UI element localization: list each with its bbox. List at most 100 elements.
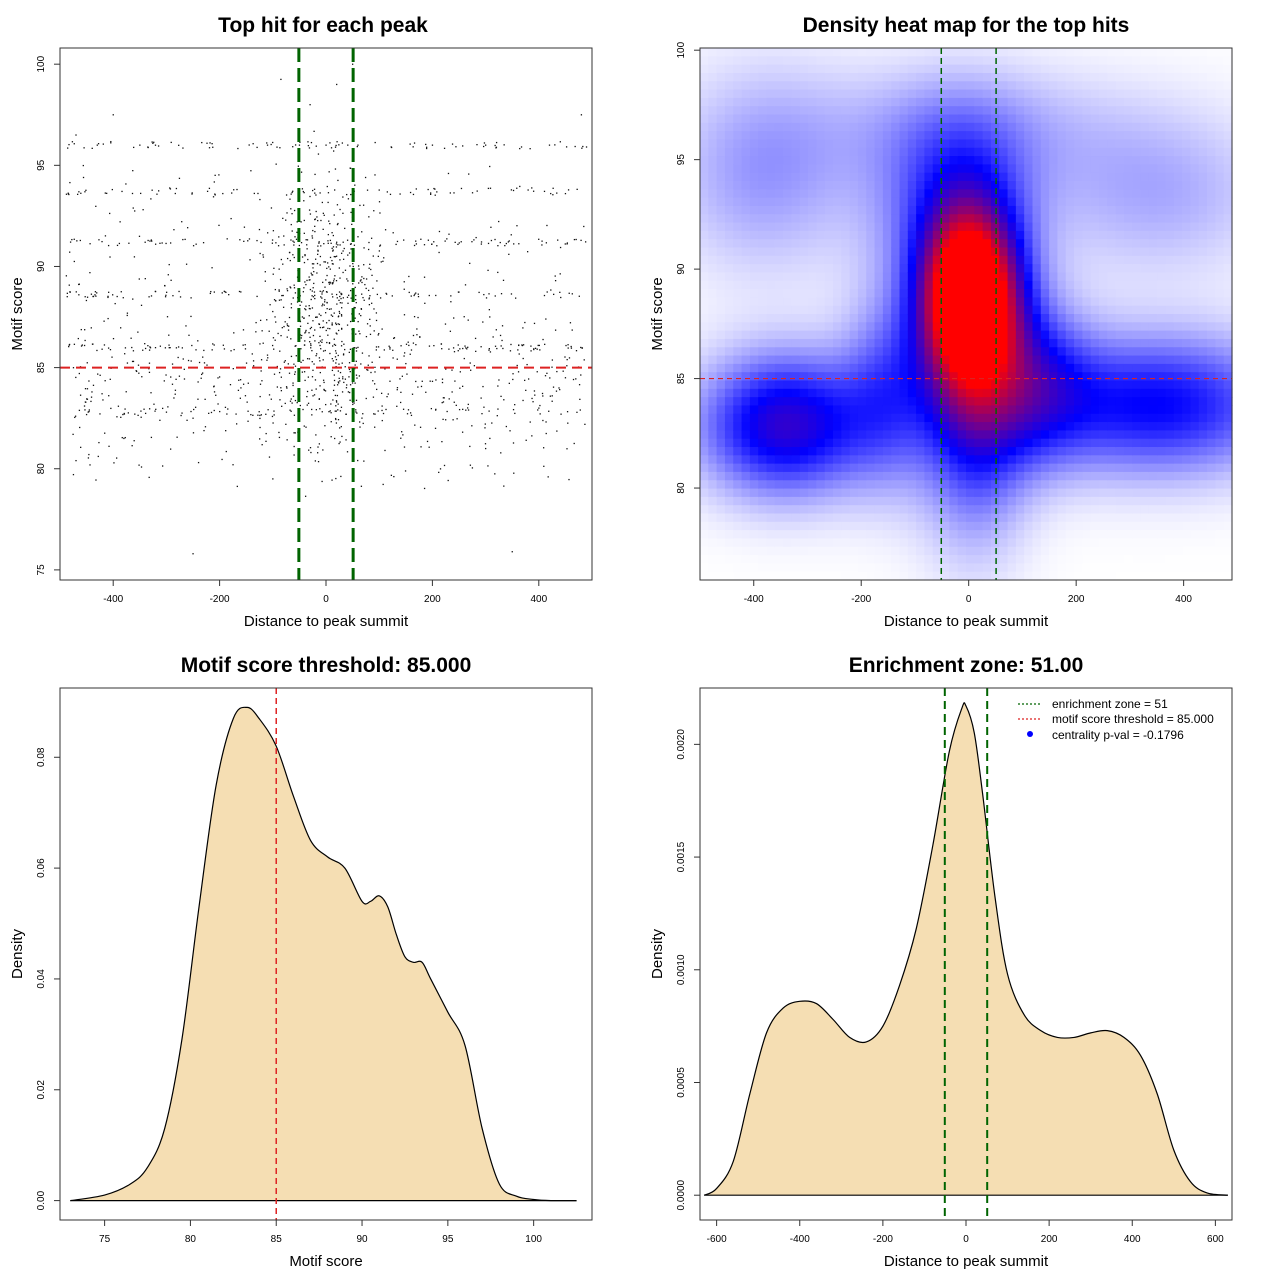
heatmap-cell (733, 413, 743, 423)
scatter-point (192, 245, 195, 247)
heatmap-cell (724, 505, 734, 515)
heatmap-cell (716, 513, 726, 523)
heatmap-cell (799, 555, 809, 564)
heatmap-cell (700, 314, 709, 323)
scatter-point (271, 415, 274, 418)
heatmap-cell (799, 505, 809, 515)
heatmap-cell (1040, 397, 1050, 407)
heatmap-cell (957, 380, 967, 390)
scatter-point (185, 263, 188, 265)
heatmap-cell (1057, 413, 1067, 423)
heatmap-cell (1099, 347, 1108, 357)
scatter-point (300, 337, 302, 339)
scatter-point (311, 349, 313, 352)
heatmap-cell (899, 255, 909, 265)
heatmap-cell (733, 131, 743, 141)
heatmap-cell (1032, 363, 1042, 373)
heatmap-cell (783, 563, 793, 573)
heatmap-cell (708, 289, 718, 298)
heatmap-cell (1099, 289, 1108, 298)
heatmap-cell (916, 372, 926, 382)
heatmap-cell (1015, 363, 1025, 373)
scatter-point (276, 365, 278, 368)
heatmap-cell (907, 56, 917, 66)
scatter-point (559, 291, 561, 293)
heatmap-cell (724, 139, 734, 149)
scatter-point (259, 319, 262, 322)
heatmap-cell (841, 255, 851, 265)
heatmap-cell (957, 264, 967, 274)
scatter-point (281, 294, 283, 297)
scatter-point (399, 193, 401, 195)
scatter-point (407, 409, 410, 411)
heatmap-cell (1032, 330, 1042, 340)
scatter-point (324, 299, 326, 301)
heatmap-cell (1074, 114, 1083, 124)
heatmap-cell (924, 538, 934, 548)
scatter-point (386, 395, 388, 398)
scatter-point (531, 187, 533, 189)
heatmap-cell (700, 122, 709, 132)
heatmap-cell (957, 156, 967, 165)
scatter-point (83, 147, 85, 149)
heatmap-cell (849, 106, 859, 116)
heatmap-cell (891, 205, 901, 215)
scatter-point (286, 288, 288, 290)
scatter-point (114, 302, 116, 305)
scatter-point (217, 403, 219, 405)
heatmap-cell (1057, 214, 1067, 224)
scatter-point (374, 383, 376, 385)
scatter-point (375, 349, 377, 351)
heatmap-cell (916, 430, 926, 440)
scatter-point (557, 239, 559, 241)
scatter-point (533, 390, 536, 392)
scatter-point (374, 141, 376, 144)
scatter-point (250, 170, 252, 172)
scatter-point (434, 194, 436, 196)
heatmap-cell (941, 255, 950, 265)
heatmap-cell (999, 189, 1009, 199)
heatmap-cell (882, 496, 892, 506)
scatter-point (293, 414, 296, 416)
heatmap-cell (1007, 64, 1017, 74)
scatter-point (231, 192, 233, 194)
heatmap-cell (949, 305, 959, 315)
heatmap-cell (891, 463, 901, 473)
scatter-point (85, 189, 87, 191)
heatmap-cell (733, 305, 743, 315)
heatmap-cell (907, 255, 917, 265)
scatter-point (346, 451, 349, 453)
heatmap-cell (749, 521, 759, 531)
heatmap-cell (758, 189, 768, 199)
scatter-point (357, 265, 360, 267)
scatter-point (152, 142, 154, 145)
heatmap-cell (1007, 56, 1017, 66)
heatmap-cell (1090, 56, 1100, 66)
heatmap-cell (999, 338, 1009, 348)
heatmap-cell (957, 430, 967, 440)
scatter-point (224, 406, 227, 408)
scatter-point (383, 257, 385, 259)
heatmap-cell (1082, 222, 1092, 232)
heatmap-cell (1057, 480, 1067, 490)
heatmap-cell (758, 122, 768, 132)
heatmap-cell (799, 156, 809, 165)
scatter-point (233, 348, 235, 351)
heatmap-cell (924, 122, 934, 132)
heatmap-cell (1074, 505, 1083, 515)
heatmap-cell (874, 297, 884, 307)
heatmap-cell (1032, 297, 1042, 307)
heatmap-cell (924, 372, 934, 382)
heatmap-cell (791, 480, 801, 490)
heatmap-cell (966, 230, 975, 240)
heatmap-cell (1082, 347, 1092, 357)
scatter-point (318, 241, 320, 243)
scatter-point (339, 244, 341, 246)
scatter-point (489, 437, 491, 440)
scatter-point (80, 345, 83, 347)
scatter-point (301, 256, 304, 258)
heatmap-cell (716, 413, 726, 423)
scatter-point (240, 387, 242, 389)
heatmap-cell (1090, 255, 1100, 265)
heatmap-cell (899, 538, 909, 548)
